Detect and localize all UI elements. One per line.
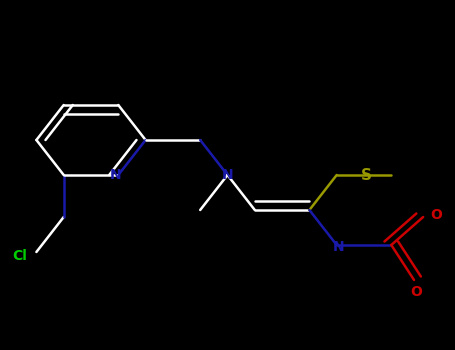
Text: O: O [410, 285, 422, 299]
Text: S: S [361, 168, 372, 182]
Text: N: N [110, 168, 122, 182]
Text: N: N [222, 168, 233, 182]
Text: N: N [333, 240, 345, 254]
Text: O: O [430, 208, 442, 222]
Text: Cl: Cl [12, 248, 27, 262]
